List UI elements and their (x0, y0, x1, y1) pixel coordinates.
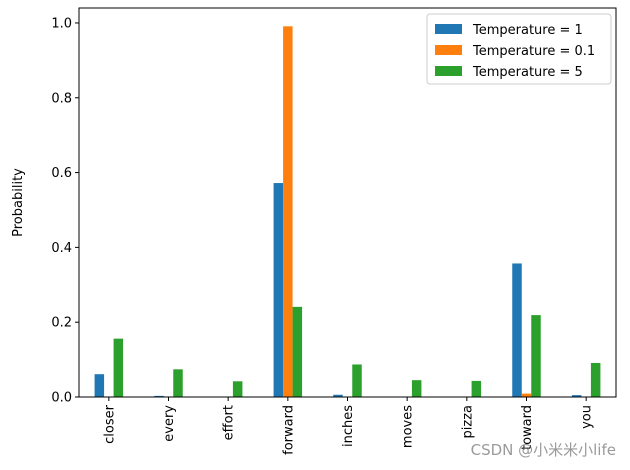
bar-every-series-3 (173, 369, 183, 397)
legend-box (426, 13, 612, 85)
bar-toward-series-3 (531, 315, 541, 397)
bar-effort-series-3 (232, 381, 243, 397)
bar-forward-series-2 (283, 26, 293, 398)
x-axis: closer every effort forward inches moves pizza… (102, 397, 595, 455)
y-axis: 0.0 0.2 0.4 0.6 0.8 1.0 (51, 16, 79, 406)
x-tick-label-closer: closer (102, 404, 117, 443)
y-tick-label: 0.8 (51, 91, 72, 106)
bar-pizza-series-3 (471, 380, 482, 397)
legend-entry-1: Temperature = 1 (472, 23, 583, 38)
bar-closer-series-3 (113, 338, 124, 397)
legend-entry-3: Temperature = 5 (472, 65, 583, 80)
bar-toward-series-1 (512, 263, 522, 397)
x-tick-label-forward: forward (281, 405, 296, 455)
x-tick-label-moves: moves (401, 405, 416, 448)
bars-group (94, 26, 601, 398)
y-tick-label: 0.4 (51, 241, 72, 256)
watermark: CSDN @小米米小life (470, 441, 616, 459)
legend-swatch-3 (435, 66, 462, 76)
y-tick-label: 0.2 (51, 316, 72, 331)
bar-forward-series-1 (273, 183, 284, 397)
bar-toward-series-2 (521, 393, 532, 397)
y-tick-label: 0.6 (51, 166, 72, 181)
legend-swatch-2 (435, 45, 462, 55)
y-tick-label: 0.0 (51, 391, 72, 406)
y-axis-label: Probability (11, 168, 26, 237)
x-tick-label-effort: effort (222, 405, 237, 440)
x-tick-label-inches: inches (341, 405, 356, 447)
bar-inches-series-3 (352, 364, 362, 397)
x-tick-label-you: you (580, 405, 595, 429)
bar-closer-series-1 (94, 374, 105, 397)
bar-you-series-3 (590, 362, 601, 397)
plot-frame (78, 7, 617, 398)
bar-forward-series-3 (292, 306, 303, 397)
legend: Temperature = 1 Temperature = 0.1 Temperat… (426, 13, 612, 85)
legend-swatch-1 (435, 24, 462, 34)
x-tick-label-pizza: pizza (460, 405, 475, 438)
bar-inches-series-1 (333, 394, 343, 397)
bar-you-series-1 (571, 395, 582, 397)
bar-moves-series-3 (411, 380, 422, 397)
y-tick-label: 1.0 (51, 16, 72, 31)
legend-entry-2: Temperature = 0.1 (472, 44, 595, 59)
x-tick-label-toward: toward (520, 405, 535, 450)
x-tick-label-every: every (162, 405, 177, 442)
bar-every-series-1 (154, 395, 164, 397)
